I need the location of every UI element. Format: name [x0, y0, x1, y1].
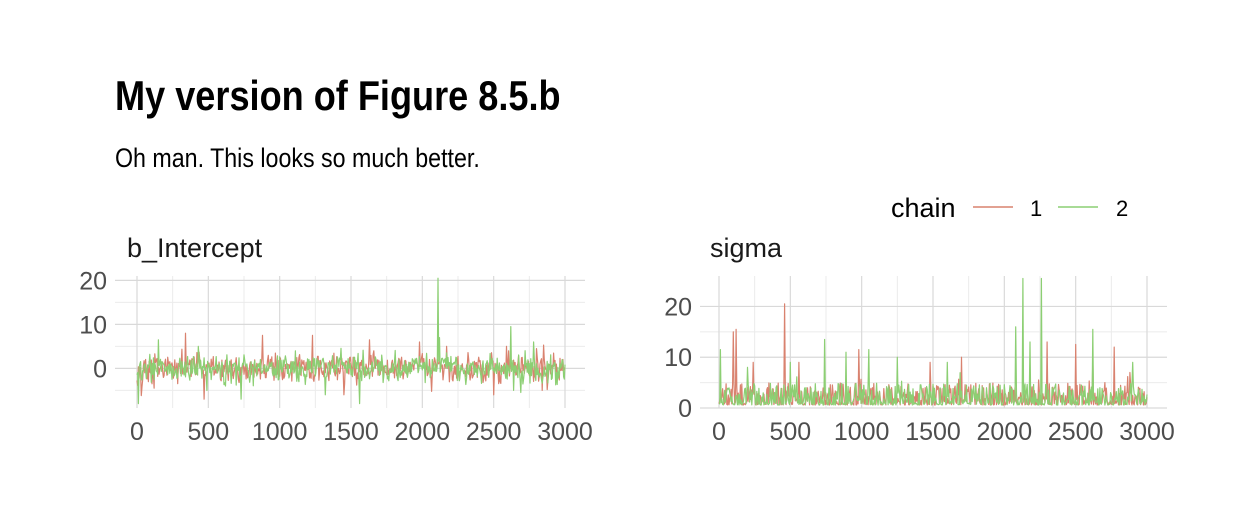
- x-tick-label: 2000: [395, 418, 451, 446]
- trace-line-chain-2: [136, 277, 566, 405]
- trace-line-chain-2: [718, 277, 1148, 406]
- y-tick-label: 20: [79, 267, 107, 295]
- legend-label-chain-1: 1: [1030, 196, 1042, 221]
- x-tick-label: 1000: [834, 418, 890, 446]
- x-tick-label: 500: [187, 418, 229, 446]
- chart-title: My version of Figure 8.5.b: [115, 72, 561, 119]
- panel-b-intercept: b_Intercept 0 500 1000 1500 2000 2500 3000 0 10 20: [79, 233, 593, 446]
- x-tick-label: 1500: [323, 418, 379, 446]
- x-tick-label: 3000: [537, 418, 593, 446]
- x-tick-label: 1500: [905, 418, 961, 446]
- legend-title: chain: [891, 193, 956, 223]
- x-tick-label: 0: [712, 418, 726, 446]
- y-tick-label: 0: [678, 395, 692, 423]
- y-tick-label: 0: [93, 355, 107, 383]
- y-tick-label: 10: [79, 311, 107, 339]
- x-tick-label: 2500: [466, 418, 522, 446]
- y-tick-label: 20: [664, 293, 692, 321]
- panel-title: b_Intercept: [127, 233, 263, 263]
- x-tick-label: 0: [130, 418, 144, 446]
- x-tick-label: 500: [769, 418, 811, 446]
- legend-label-chain-2: 2: [1116, 196, 1128, 221]
- x-tick-label: 1000: [252, 418, 308, 446]
- panel-title: sigma: [710, 233, 783, 263]
- x-tick-label: 3000: [1119, 418, 1175, 446]
- y-tick-label: 10: [664, 344, 692, 372]
- legend: chain 1 2: [891, 193, 1128, 223]
- panel-sigma: sigma 0 500 1000 1500 2000 2500 3000 0 10 20: [664, 233, 1175, 446]
- x-tick-label: 2500: [1048, 418, 1104, 446]
- x-tick-label: 2000: [977, 418, 1033, 446]
- chart-subtitle: Oh man. This looks so much better.: [115, 143, 480, 173]
